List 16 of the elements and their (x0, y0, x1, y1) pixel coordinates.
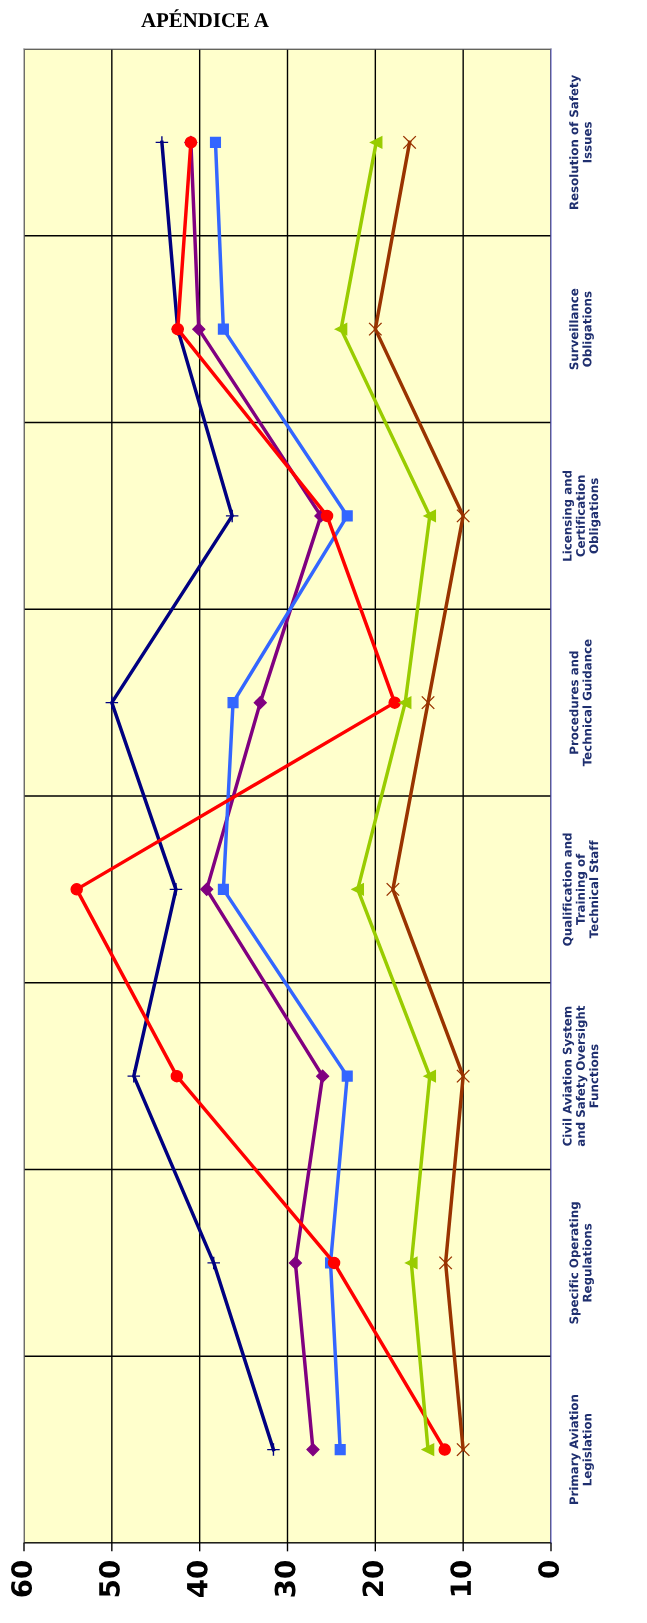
y-tick-label: Resolution of Safety Issues (569, 74, 592, 209)
x-tick-label: 50 (98, 1560, 120, 1597)
x-tick-label: 20 (362, 1560, 384, 1597)
y-tick-label: Specific Operating Regulations (569, 1202, 594, 1324)
chart-title: APÉNDICE A (141, 9, 269, 28)
x-tick-label: 0 (538, 1560, 560, 1578)
y-tick-label: Surveillance Obligations (569, 288, 594, 370)
x-tick-label: 60 (11, 1560, 33, 1597)
y-tick-label: Licensing and Certification Obligations (562, 470, 601, 561)
x-tick-label: 40 (186, 1560, 208, 1598)
y-tick-label: Primary Aviation Legislation (569, 1395, 594, 1505)
y-tick-label: Procedures and Technical Guidance (569, 639, 592, 767)
y-tick-label: Qualification and Training of Technical Staff (562, 833, 599, 946)
y-tick-label: Civil Aviation System and Safety Oversight Functions (562, 1005, 599, 1147)
x-tick-label: 30 (274, 1560, 296, 1597)
x-tick-label: 10 (450, 1560, 472, 1596)
